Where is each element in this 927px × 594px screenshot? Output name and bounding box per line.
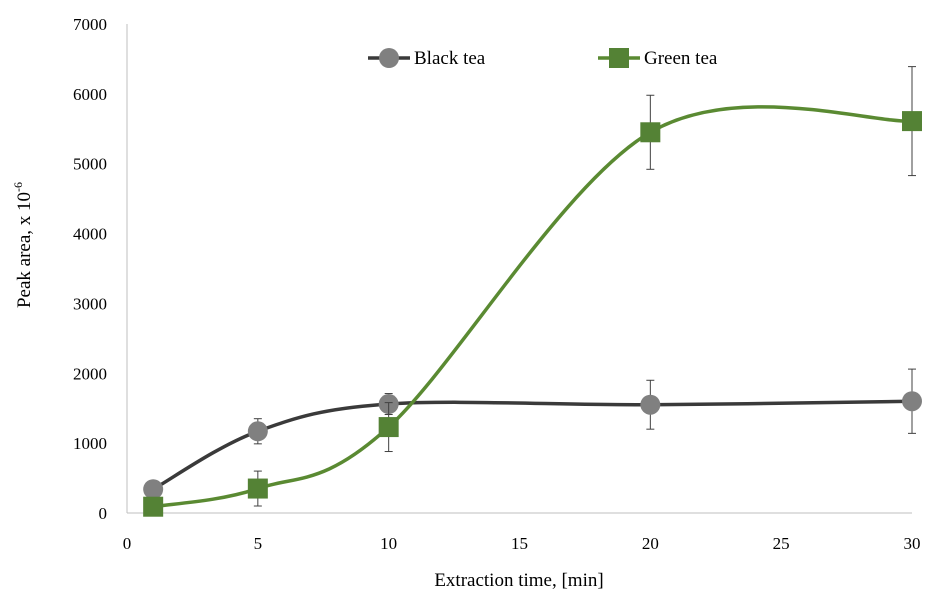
data-point bbox=[143, 496, 164, 517]
legend-label: Black tea bbox=[414, 48, 486, 69]
y-axis-title-main: Peak area, x 10 bbox=[14, 192, 35, 308]
x-axis-title: Extraction time, [min] bbox=[434, 570, 603, 591]
y-axis-title: Peak area, x 10-6 bbox=[11, 182, 35, 308]
y-tick-label: 2000 bbox=[73, 364, 107, 383]
series-layer bbox=[143, 66, 922, 517]
y-tick-label: 4000 bbox=[73, 225, 107, 244]
data-point bbox=[247, 421, 268, 442]
legend: Black tea Green tea bbox=[368, 48, 718, 69]
data-point bbox=[902, 391, 922, 412]
data-point bbox=[143, 479, 164, 500]
legend-swatch-marker bbox=[379, 48, 399, 68]
y-axis-title-superscript: -6 bbox=[11, 182, 25, 192]
y-tick-label: 7000 bbox=[73, 15, 107, 34]
axes bbox=[126, 24, 912, 514]
tick-labels: 0 1000 2000 3000 4000 5000 6000 7000 0 5 10 15 20 25 3… bbox=[73, 15, 921, 553]
y-tick-label: 0 bbox=[99, 504, 108, 523]
x-tick-label: 0 bbox=[123, 534, 132, 553]
x-tick-label: 30 bbox=[904, 534, 921, 553]
x-tick-label: 5 bbox=[254, 534, 263, 553]
y-tick-label: 6000 bbox=[73, 85, 107, 104]
y-tick-label: 5000 bbox=[73, 155, 107, 174]
data-point bbox=[247, 478, 268, 499]
legend-swatch-marker bbox=[609, 48, 629, 68]
x-tick-label: 20 bbox=[642, 534, 659, 553]
data-point bbox=[640, 394, 661, 415]
data-point bbox=[378, 417, 399, 438]
series-black-tea bbox=[143, 368, 922, 500]
series-line bbox=[152, 105, 913, 509]
series-line bbox=[152, 399, 913, 491]
x-tick-label: 10 bbox=[380, 534, 397, 553]
data-point bbox=[902, 111, 922, 132]
series-green-tea bbox=[143, 66, 922, 517]
legend-item-black-tea: Black tea bbox=[368, 48, 486, 69]
x-tick-label: 25 bbox=[773, 534, 790, 553]
x-tick-label: 15 bbox=[511, 534, 528, 553]
data-point bbox=[640, 122, 661, 143]
legend-item-green-tea: Green tea bbox=[598, 48, 718, 69]
y-tick-label: 3000 bbox=[73, 294, 107, 313]
y-tick-label: 1000 bbox=[73, 434, 107, 453]
legend-label: Green tea bbox=[644, 48, 718, 69]
